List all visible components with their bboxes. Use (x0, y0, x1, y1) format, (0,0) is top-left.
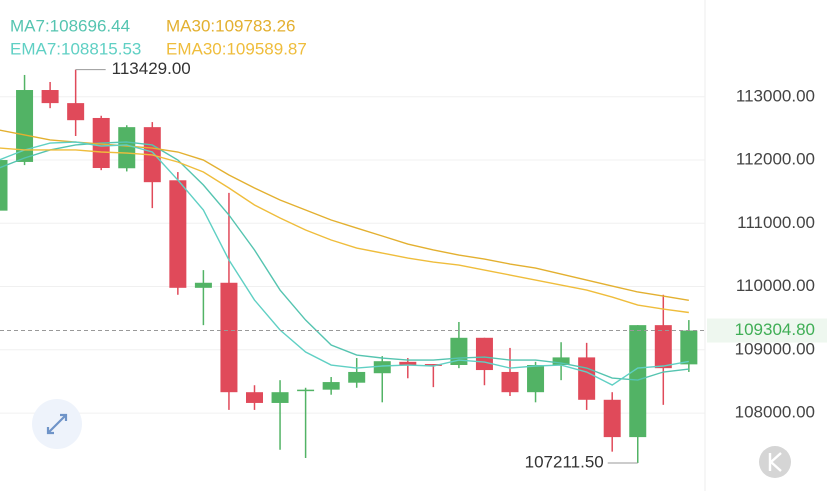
candle-body (246, 392, 263, 403)
candle-body (527, 364, 545, 393)
candle-body (399, 361, 417, 365)
kline-logo-button[interactable] (759, 446, 791, 478)
high-label: 113429.00 (112, 59, 191, 78)
candle-body (603, 399, 621, 438)
candle-body (169, 180, 187, 288)
y-tick-label: 113000.00 (736, 86, 815, 105)
y-tick-label: 110000.00 (736, 276, 815, 295)
plot-area (0, 69, 698, 463)
indicator-line (0, 147, 689, 314)
low-label: 107211.50 (525, 452, 604, 471)
legend-entry: MA30:109783.26 (166, 16, 296, 35)
candle-body (0, 160, 8, 211)
y-tick-label: 111000.00 (737, 213, 815, 232)
y-tick-label: 109000.00 (735, 339, 815, 358)
candle-body (552, 357, 570, 365)
legend-entry: MA7:108696.44 (10, 16, 130, 35)
candle-body (16, 90, 34, 162)
y-tick-label: 108000.00 (735, 403, 815, 422)
fullscreen-button[interactable] (32, 399, 82, 449)
legend-entry: EMA30:109589.87 (166, 39, 307, 58)
candle-body (373, 361, 391, 374)
indicator-line (0, 141, 689, 386)
candle-body (297, 389, 315, 392)
indicator-line (0, 141, 689, 381)
candle-body (654, 325, 672, 369)
candle-body (67, 103, 85, 121)
candle-body (629, 325, 647, 438)
overlay: 108000.00 109000.00 110000.00 111000.00 1120… (0, 16, 827, 471)
candle-body (41, 90, 59, 104)
last-price-tag-bg (707, 318, 827, 343)
last-price-label: 109304.80 (735, 320, 815, 339)
candle-body (501, 371, 519, 393)
candle-body (578, 357, 596, 400)
legend-entry: EMA7:108815.53 (10, 39, 141, 58)
candle-body (118, 127, 136, 169)
candle-body (348, 371, 366, 383)
candle-body (680, 330, 698, 365)
candle-body (424, 364, 442, 366)
candle-body (322, 382, 340, 390)
candle-body (194, 282, 212, 288)
y-tick-label: 112000.00 (736, 150, 815, 169)
grid (0, 96, 705, 414)
candle-body (220, 282, 238, 393)
candle-body (475, 337, 493, 371)
candle-body (271, 392, 289, 403)
